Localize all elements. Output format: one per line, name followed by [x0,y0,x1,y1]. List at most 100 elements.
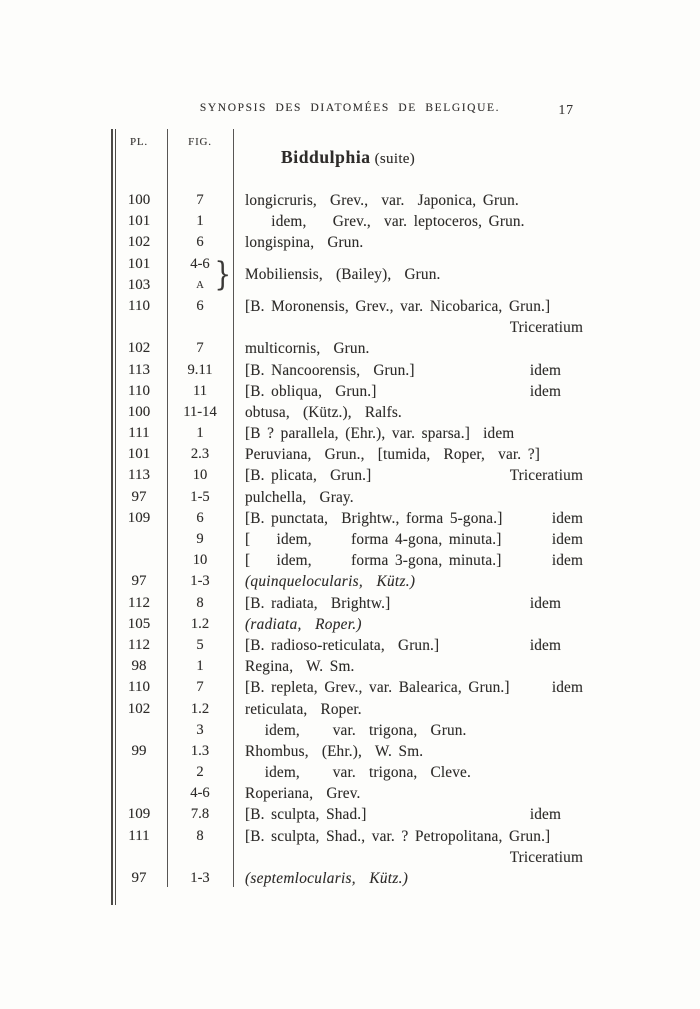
figure-number-cell: 11-14 [183,403,217,420]
entry-cell: longispina, Grun. [233,232,585,253]
figure-number-cell: 4-6 A} [167,254,233,296]
table-row: 112 8 [B. radiata, Brightw.] idem [111,593,585,614]
table-row: 97 1-5 pulchella, Gray. [111,487,585,508]
entry-cell: obtusa, (Kütz.), Ralfs. [233,402,585,423]
entry-cell: Triceratium [233,847,585,868]
entry-cell: (quinquelocularis, Kütz.) [233,571,585,592]
genus-reference-label: Triceratium [509,467,583,485]
figure-number-cell: 7.8 [190,806,210,823]
table-row: 102 6 longispina, Grun. [111,232,585,253]
plate-number-cell [111,720,167,741]
plate-number-cell: 102 [127,234,151,251]
table-row: 110 6 [B. Moronensis, Grev., var. Nicobari… [111,296,585,317]
table-row: 100 7 longicruris, Grev., var. Japonica, G… [111,190,585,211]
figure-number-cell: 1 [196,213,204,230]
entry-text: (quinquelocularis, Kütz.) [245,573,416,591]
entry-cell: Roperiana, Grev. [233,783,585,804]
entry-cell: [B. Nancoorensis, Grun.] idem [233,360,585,381]
figure-number-cell: 1.2 [190,700,210,717]
figure-number-cell: 1.3 [190,742,210,759]
entry-text: [B. sculpta, Shad.] [245,806,367,824]
table-row: 99 1.3 Rhombus, (Ehr.), W. Sm. [111,741,585,762]
genus-reference-label: idem [551,552,583,570]
entry-cell: [B ? parallela, (Ehr.), var. sparsa.] id… [233,423,585,444]
entry-text: idem, var. trigona, Grun. [245,721,467,739]
entry-cell: multicornis, Grun. [233,338,585,359]
table-row: 100 11-14 obtusa, (Kütz.), Ralfs. [111,402,585,423]
entry-text: [B. plicata, Grun.] [245,467,372,485]
plate-number: 101 [127,255,151,272]
entry-text: longispina, Grun. [245,234,364,252]
table-row: 111 1 [B ? parallela, (Ehr.), var. sparsa.… [111,423,585,444]
entry-cell: (radiata, Roper.) [233,614,585,635]
table-row: 101 1 idem, Grev., var. leptoceros, Grun. [111,211,585,232]
plate-number-cell [111,529,167,550]
plate-number-cell: 113 [128,467,150,484]
figure-number-cell: 1 [196,658,204,675]
pl-column-header: PL. [130,136,148,148]
figure-number: 4-6 [190,255,210,272]
table-row: Triceratium [111,847,585,868]
brace-glyph: } [214,255,231,294]
figure-number-cell: 10 [192,552,208,569]
entry-cell: [ idem, forma 3-gona, minuta.] idem [233,550,585,571]
genus-suffix: (suite) [374,151,416,167]
figure-number-cell: 5 [196,636,204,653]
table-row: 111 8 [B. sculpta, Shad., var. ? Petropoli… [111,826,585,847]
table-row: 10 [ idem, forma 3-gona, minuta.] idem [111,550,585,571]
figure-number-cell: 10 [192,467,208,484]
table-row: 110 7 [B. repleta, Grev., var. Balearica, … [111,677,585,698]
genus-name: Biddulphia [280,147,371,167]
table-row: 2 idem, var. trigona, Cleve. [111,762,585,783]
table-row: 110 11 [B. obliqua, Grun.] idem [111,381,585,402]
plate-number-cell: 102 [127,340,151,357]
figure-number: A [196,279,204,291]
entry-cell: Mobiliensis, (Bailey), Grun. [233,254,585,296]
entry-text: [B ? parallela, (Ehr.), var. sparsa.] id… [245,425,515,443]
entry-text: [ idem, forma 3-gona, minuta.] [245,552,502,570]
plate-number-cell: 100 [127,403,151,420]
genus-reference-label: Triceratium [509,319,583,337]
plate-number-cell: 97 [131,870,147,887]
plate-number-cell [111,550,167,571]
figure-number-cell: 8 [196,594,204,611]
figure-number-cell: 1-5 [190,488,210,505]
figure-number-cell: 11 [192,382,208,399]
figure-number-cell: 4-6 [190,785,210,802]
entry-cell: [B. Moronensis, Grev., var. Nicobarica, … [233,296,585,317]
plate-number-cell: 102 [127,700,151,717]
table-row: Triceratium [111,317,585,338]
entry-text: [ idem, forma 4-gona, minuta.] [245,531,502,549]
page-number: 17 [558,102,574,117]
entry-text: idem, var. trigona, Cleve. [245,764,471,782]
entry-text: [B. radiata, Brightw.] [245,594,391,612]
figure-number-cell: 8 [196,827,204,844]
figure-number-cell: 9.11 [187,361,213,378]
plate-number-cell: 101 [127,446,151,463]
entry-text: multicornis, Grun. [245,340,370,358]
fig-column-header: FIG. [188,136,212,148]
genus-reference-label: idem [529,361,561,379]
entry-text: [B. obliqua, Grun.] [245,382,377,400]
table-rows: 100 7 longicruris, Grev., var. Japonica, G… [111,190,585,889]
entry-text: pulchella, Gray. [245,488,354,506]
figure-number-cell: 1-3 [190,870,210,887]
plate-number-cell: 110 [128,382,150,399]
entry-cell: [B. sculpta, Shad.] idem [233,804,585,825]
entry-cell: pulchella, Gray. [233,487,585,508]
figure-number-cell: 1.2 [190,615,210,632]
table-row: 113 10 [B. plicata, Grun.] Triceratium [111,465,585,486]
entry-text: [B. punctata, Brightw., forma 5-gona.] [245,509,503,527]
fig-content-column-rule [233,129,234,887]
running-head: SYNOPSIS DES DIATOMÉES DE BELGIQUE. 17 [0,102,700,120]
table-row: 98 1 Regina, W. Sm. [111,656,585,677]
figure-number-cell: 2 [196,764,204,781]
section-title: Biddulphia (suite) [111,147,585,168]
genus-reference-label: idem [529,382,561,400]
entry-text: Roperiana, Grev. [245,785,361,803]
table-row: 101 2.3 Peruviana, Grun., [tumida, Roper, … [111,444,585,465]
figure-number-cell: 9 [196,531,204,548]
entry-text: idem, Grev., var. leptoceros, Grun. [245,213,525,231]
entry-cell: idem, var. trigona, Grun. [233,720,585,741]
